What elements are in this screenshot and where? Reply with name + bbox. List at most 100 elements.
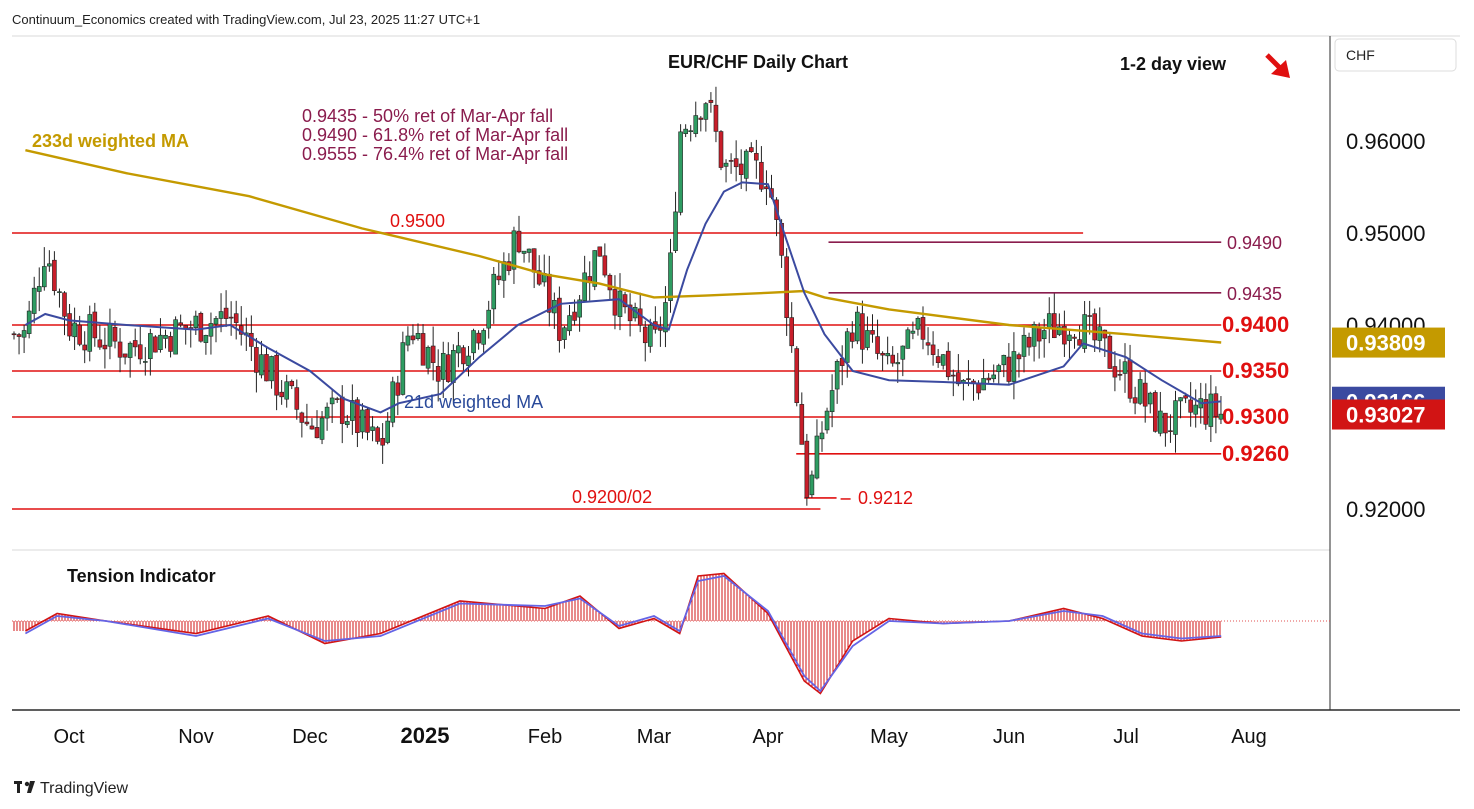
- candle-body: [445, 354, 451, 382]
- candle-body: [728, 160, 734, 162]
- candle-body: [496, 275, 502, 281]
- candle-body: [1153, 392, 1158, 432]
- candle: [1168, 414, 1173, 443]
- candle: [380, 423, 385, 464]
- candle-body: [284, 381, 290, 400]
- candle-body: [1057, 326, 1062, 335]
- candle-body: [754, 153, 759, 161]
- candle: [1067, 330, 1072, 360]
- candle: [799, 392, 805, 445]
- candle-body: [738, 163, 744, 175]
- candle-body: [127, 342, 133, 358]
- candle-body: [546, 273, 552, 313]
- candle-body: [344, 421, 350, 425]
- candle-body: [304, 421, 310, 425]
- candle-body: [390, 381, 396, 423]
- candle: [102, 327, 108, 369]
- candle-body: [400, 342, 406, 395]
- candle: [1001, 354, 1007, 378]
- candle-body: [890, 354, 896, 364]
- candle: [642, 320, 648, 362]
- x-axis-ticks: Oct Nov Dec 2025 Feb Mar Apr May Jun Jul Aug: [53, 723, 1266, 748]
- ma21-line: [24, 181, 1222, 414]
- candle: [910, 321, 916, 340]
- candle: [612, 275, 618, 330]
- candle: [1021, 327, 1027, 373]
- candle: [405, 326, 411, 352]
- candle-body: [996, 365, 1002, 373]
- candle-body: [915, 317, 921, 330]
- candle-body: [430, 345, 436, 363]
- candle: [748, 142, 754, 153]
- candle-body: [1193, 404, 1198, 415]
- candle-body: [743, 150, 749, 179]
- candle: [319, 411, 325, 445]
- candle: [1072, 333, 1077, 349]
- candle-body: [11, 333, 17, 336]
- candle: [299, 411, 305, 438]
- view-label: 1-2 day view: [1120, 54, 1227, 74]
- x-tick-label: Apr: [752, 726, 783, 748]
- candle-body: [1072, 336, 1077, 339]
- currency-box[interactable]: [1334, 38, 1457, 72]
- candle-body: [16, 334, 22, 337]
- candle: [905, 327, 911, 349]
- candle-body: [471, 330, 476, 354]
- candle: [552, 292, 557, 329]
- candle-body: [1158, 410, 1163, 434]
- candle: [390, 376, 396, 428]
- candle-body: [577, 299, 582, 318]
- candle-body: [875, 336, 880, 354]
- candle-body: [1052, 313, 1057, 339]
- candle: [163, 329, 168, 349]
- candle: [526, 248, 532, 263]
- candle: [1142, 371, 1148, 423]
- candle-body: [415, 333, 421, 339]
- candle-body: [516, 230, 522, 253]
- candle: [597, 246, 603, 257]
- candle: [11, 331, 17, 340]
- x-tick-label: Mar: [637, 726, 672, 748]
- candle: [213, 316, 219, 343]
- candle-body: [456, 345, 461, 354]
- candle-body: [62, 292, 67, 317]
- candle-body: [1163, 412, 1168, 434]
- ma233-line: [25, 149, 1222, 344]
- candle: [334, 396, 340, 403]
- candle-body: [350, 400, 355, 421]
- candle-body: [526, 248, 532, 253]
- candle: [148, 328, 153, 376]
- candle-body: [425, 346, 431, 369]
- x-tick-label: May: [870, 726, 908, 748]
- candle: [122, 353, 128, 365]
- candle-body: [319, 417, 325, 440]
- candle-body: [223, 307, 229, 319]
- candle-body: [259, 354, 264, 376]
- price-badge-box: [1332, 327, 1445, 358]
- candle-body: [102, 344, 108, 350]
- x-tick-label: 2025: [401, 723, 450, 748]
- candle: [1052, 293, 1057, 339]
- candle: [107, 308, 113, 360]
- candle-body: [627, 304, 633, 322]
- candle-body: [420, 333, 426, 366]
- candle: [986, 373, 991, 383]
- candle-body: [1001, 354, 1007, 366]
- candle: [557, 286, 562, 353]
- candle-body: [1041, 330, 1047, 340]
- candle-body: [122, 353, 128, 358]
- candle: [208, 312, 214, 355]
- candle: [935, 348, 941, 368]
- candle-body: [1137, 379, 1143, 404]
- candle: [647, 318, 653, 353]
- candle: [930, 331, 936, 366]
- candle-body: [1117, 374, 1123, 376]
- candle: [82, 331, 87, 364]
- candle-body: [67, 313, 72, 337]
- candle-body: [647, 324, 653, 347]
- candle: [981, 358, 986, 391]
- candle-body: [809, 474, 815, 496]
- candle: [562, 325, 567, 349]
